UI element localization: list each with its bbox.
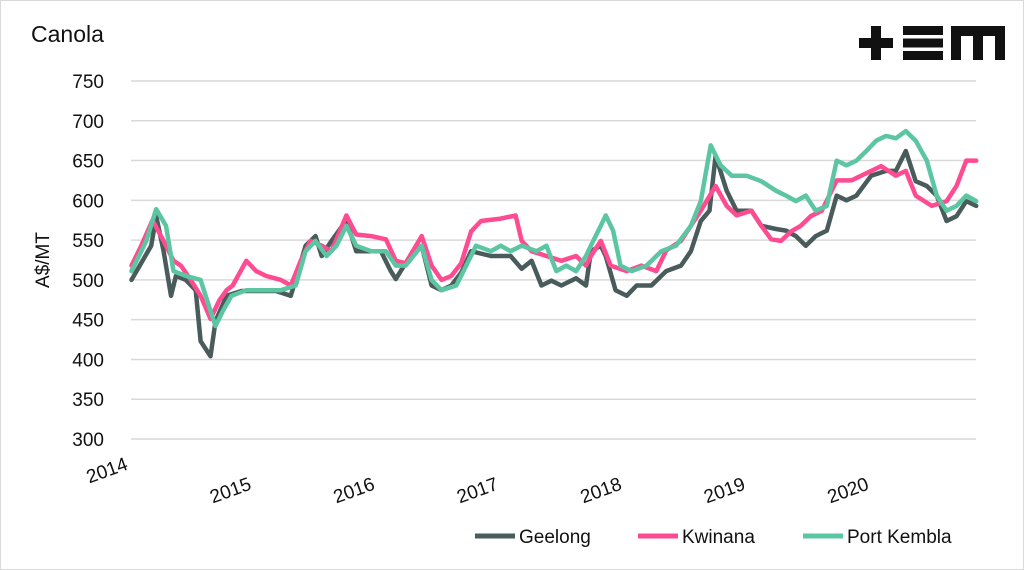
x-tick-label: 2018 [578,474,625,508]
y-tick-label: 750 [72,72,104,93]
y-tick-label: 700 [72,112,104,133]
x-tick-label: 2020 [825,474,872,508]
legend-label: Kwinana [682,527,755,548]
y-tick-label: 550 [72,231,104,252]
brand-logo [859,26,1005,60]
y-tick-label: 300 [72,430,104,451]
y-tick-label: 350 [72,390,104,411]
series-line-port-kembla [129,128,979,329]
x-tick-label: 2016 [331,474,378,508]
y-tick-label: 600 [72,191,104,212]
x-tick-label: 2019 [701,474,748,508]
y-tick-label: 650 [72,152,104,173]
x-tick-label: 2017 [454,474,501,508]
x-tick-label: 2015 [207,474,254,508]
legend-label: Port Kembla [847,527,952,548]
x-tick-label: 2014 [84,454,131,488]
y-axis-label: A$/MT [33,232,54,288]
chart-title: Canola [31,21,104,47]
legend-label: Geelong [519,527,591,548]
y-tick-label: 500 [72,271,104,292]
y-tick-label: 400 [72,350,104,371]
y-tick-label: 450 [72,311,104,332]
